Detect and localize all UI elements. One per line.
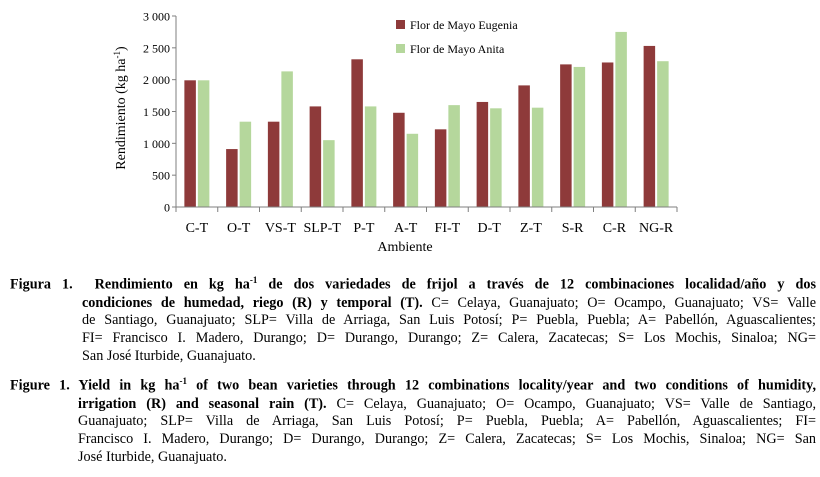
bar-anita-a-t [406,133,419,207]
bar-anita-ng-r [657,61,669,207]
y-tick-label: 1 500 [143,105,170,119]
bar-anita-c-r [615,31,627,207]
bar-anita-p-t [364,106,377,207]
legend-swatch-anita [396,44,405,53]
y-tick-label: 2 000 [143,73,170,87]
x-category-label: NG-R [639,221,674,236]
bar-eugenia-s-r [560,64,572,208]
caption-en-line-1: Figure 1. Yield in kg ha-1 of two bean v… [10,373,816,396]
bar-eugenia-c-r [601,62,614,207]
caption-es-line-1: Figura 1. Rendimiento en kg ha-1 de dos … [10,272,816,295]
caption-es-bold1: Rendimiento en kg ha [94,276,250,293]
x-category-label: SLP-T [303,221,341,236]
y-tick-label: 2 500 [143,41,170,55]
bars-group [184,31,669,208]
caption-es-bold2: de dos variedades de frijol a través de … [257,276,816,293]
caption-es-line-3: de Santiago, Guanajuato; SLP= Villa de A… [82,312,816,329]
caption-en-line-4: Francisco I. Madero, Durango; D= Durango… [78,431,816,448]
y-ticks-group: 0 500 1 000 1 500 2 000 2 500 3 000 [143,10,176,215]
caption-en-bold1: Yield in kg ha [69,377,180,394]
caption-es-line-2: condiciones de humedad, riego (R) y temp… [10,295,816,313]
y-axis-label-sup: -1 [112,51,122,59]
bar-eugenia-a-t [393,112,405,207]
x-category-label: C-T [186,221,209,236]
x-categories-group: C-T O-T VS-T SLP-T P-T A-T FI-T D-T Z-T S-R C-R NG-… [175,207,678,236]
y-tick-label: 500 [152,169,170,183]
caption-es-label: Figura 1. [10,276,73,293]
bar-anita-z-t [531,107,544,207]
legend: Flor de Mayo Eugenia Flor de Mayo Anita [396,18,518,56]
y-tick-label: 3 000 [143,10,170,24]
caption-es-line2-bold: condiciones de humedad, riego (R) y temp… [82,294,423,311]
bar-eugenia-ng-r [643,45,656,207]
caption-es-sup: -1 [249,275,258,285]
caption-en-line-3: Guanajuato; SLP= Villa de Arriaga, San L… [78,413,816,430]
x-category-label: S-R [562,221,584,236]
y-tick-label: 0 [164,201,170,215]
caption-en-line-5: José Iturbide, Guanajuato. [78,448,227,465]
x-category-label: D-T [477,221,501,236]
bar-eugenia-vs-t [267,121,280,207]
bar-anita-slp-t [323,140,335,207]
x-category-label: C-R [603,221,627,236]
caption-es-line-4: FI= Francisco I. Madero, Durango; D= Dur… [82,330,816,347]
x-category-label: A-T [394,221,418,236]
figure-caption-english: Figure 1. Yield in kg ha-1 of two bean v… [10,373,816,467]
y-axis-label-main: Rendimiento (kg ha [114,58,129,170]
x-category-label: O-T [227,221,251,236]
caption-en-line-2: irrigation (R) and seasonal rain (T). C=… [10,396,816,414]
figure-caption-spanish: Figura 1. Rendimiento en kg ha-1 de dos … [10,272,816,366]
x-category-label: Z-T [520,221,542,236]
bar-eugenia-o-t [226,149,238,207]
caption-en-label: Figure 1. [10,377,70,394]
bar-anita-o-t [239,121,252,207]
bar-eugenia-d-t [476,101,489,207]
bar-eugenia-p-t [351,59,363,207]
caption-en-sup: -1 [179,376,187,386]
bar-anita-d-t [490,108,502,207]
x-category-label: P-T [353,221,374,236]
bar-eugenia-slp-t [309,106,322,207]
bar-anita-s-r [573,66,586,207]
x-category-label: FI-T [435,221,461,236]
y-tick-label: 1 000 [143,137,170,151]
x-axis-label: Ambiente [377,240,432,255]
bar-eugenia-fi-t [434,129,447,207]
caption-en-line2-text: C= Celaya, Guanajuato; O= Ocampo, Guanaj… [326,395,816,412]
y-axis-label: Rendimiento (kg ha-1) [112,46,129,170]
x-category-label: VS-T [265,221,297,236]
legend-swatch-eugenia [396,20,405,29]
bar-anita-vs-t [281,71,293,207]
bar-anita-c-t [197,80,210,207]
bar-anita-fi-t [448,105,460,207]
caption-es-line2-text: C= Celaya, Guanajuato; O= Ocampo, Guanaj… [422,294,816,311]
legend-label-anita: Flor de Mayo Anita [410,42,505,56]
caption-en-line2-bold: irrigation (R) and seasonal rain (T). [78,395,327,412]
caption-es-line-5: San José Iturbide, Guanajuato. [82,347,256,364]
caption-en-bold2: of two bean varieties through 12 combina… [186,377,816,394]
bar-eugenia-c-t [184,80,196,207]
bar-eugenia-z-t [518,85,530,207]
y-axis-label-close: ) [114,46,129,51]
legend-label-eugenia: Flor de Mayo Eugenia [410,18,518,32]
yield-bar-chart: 0 500 1 000 1 500 2 000 2 500 3 000 C-T O-T VS-T… [112,10,678,255]
